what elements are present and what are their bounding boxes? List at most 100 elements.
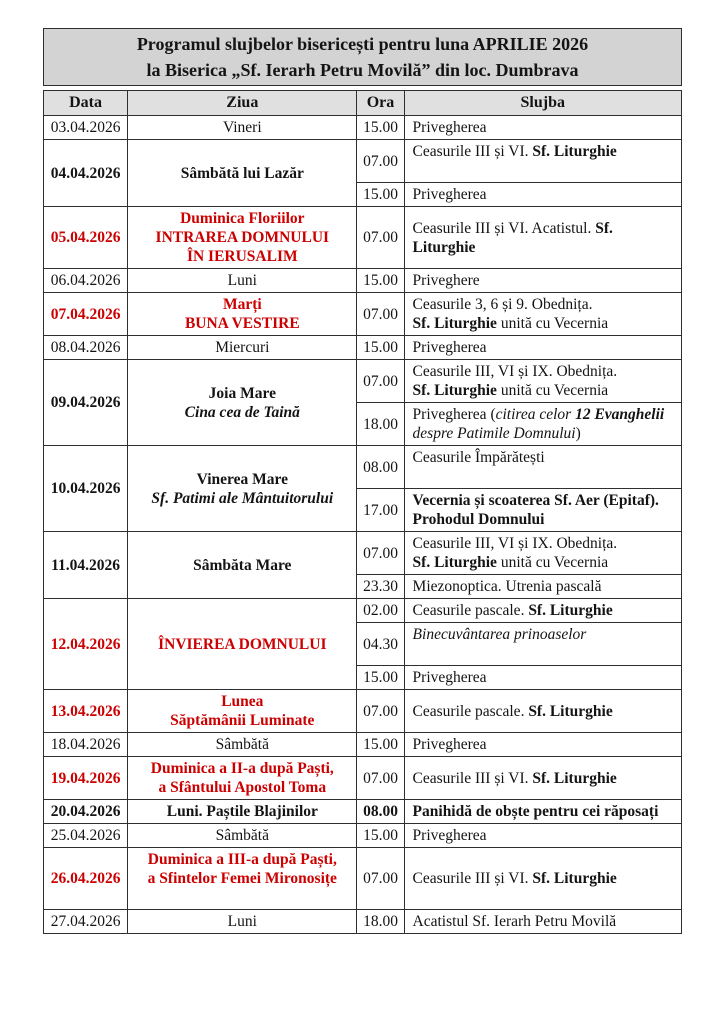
date-cell: 12.04.2026 xyxy=(42,598,129,690)
day-cell: Luni xyxy=(127,268,358,293)
table-row: 03.04.2026 Vineri 15.00 Privegherea xyxy=(42,115,683,140)
day-cell: Duminica Floriilor INTRAREA DOMNULUI ÎN IE… xyxy=(127,206,358,269)
day-cell: Lunea Săptămânii Luminate xyxy=(127,689,358,733)
column-header-data: Data xyxy=(42,90,129,116)
schedule-title: Programul slujbelor bisericești pentru l… xyxy=(43,28,682,86)
service-cell: Privegherea xyxy=(403,665,683,690)
day-cell: Sâmbăta Mare xyxy=(127,531,358,599)
day-cell: Sâmbătă xyxy=(127,732,358,757)
service-cell: Privegherea (citirea celor 12 Evanghelii… xyxy=(403,402,683,446)
table-row: 05.04.2026 Duminica Floriilor INTRAREA DOM… xyxy=(42,206,683,269)
time-cell: 17.00 xyxy=(356,488,405,532)
time-cell: 18.00 xyxy=(356,909,405,934)
date-cell: 06.04.2026 xyxy=(42,268,129,293)
service-cell: Privegherea xyxy=(403,115,683,140)
table-row: 15.00 Privegherea xyxy=(44,182,683,207)
table-row: 19.04.2026 Duminica a II-a după Paști, a S… xyxy=(42,756,683,800)
service-cell: Privegherea xyxy=(403,732,683,757)
day-cell: Duminica a III-a după Paști, a Sfintelor … xyxy=(127,847,358,910)
service-cell: Ceasurile III, VI și IX. Obednița. Sf. Li… xyxy=(403,531,683,575)
time-cell: 15.00 xyxy=(356,665,405,690)
time-cell: 15.00 xyxy=(356,268,405,293)
time-cell: 15.00 xyxy=(356,335,405,360)
date-cell: 13.04.2026 xyxy=(42,689,129,733)
day-cell: Vineri xyxy=(127,115,358,140)
service-cell: Priveghere xyxy=(403,268,683,293)
table-row: 26.04.2026 Duminica a III-a după Paști, a … xyxy=(42,847,683,910)
table-row: 04.04.2026 Sâmbătă lui Lazăr 07.00 Ceasuril… xyxy=(42,139,683,207)
time-cell: 15.00 xyxy=(356,823,405,848)
column-header-ziua: Ziua xyxy=(127,90,358,116)
title-line-2: la Biserica „Sf. Ierarh Petru Movilă” di… xyxy=(146,60,579,80)
day-cell: Marți BUNA VESTIRE xyxy=(127,292,358,336)
table-row: 12.04.2026 ÎNVIEREA DOMNULUI 02.00 Ceasuril… xyxy=(42,598,683,690)
time-cell: 07.00 xyxy=(356,689,405,733)
service-cell: Ceasurile pascale. Sf. Liturghie xyxy=(403,598,683,623)
service-cell: Ceasurile III, VI și IX. Obednița. Sf. Li… xyxy=(403,359,683,403)
service-cell: Acatistul Sf. Ierarh Petru Movilă xyxy=(403,909,683,934)
time-cell: 07.00 xyxy=(356,756,405,800)
table-row: 17.00 Vecernia și scoaterea Sf. Aer (Epit… xyxy=(44,488,683,532)
service-cell: Vecernia și scoaterea Sf. Aer (Epitaf). P… xyxy=(403,488,683,532)
table-row: 18.04.2026 Sâmbătă 15.00 Privegherea xyxy=(42,732,683,757)
table-row: 08.04.2026 Miercuri 15.00 Privegherea xyxy=(42,335,683,360)
table-row: 06.04.2026 Luni 15.00 Priveghere xyxy=(42,268,683,293)
table-row: 18.00 Privegherea (citirea celor 12 Evang… xyxy=(44,402,683,446)
date-cell: 18.04.2026 xyxy=(42,732,129,757)
service-cell: Ceasurile pascale. Sf. Liturghie xyxy=(403,689,683,733)
table-row: 27.04.2026 Luni 18.00 Acatistul Sf. Ierarh … xyxy=(42,909,683,934)
table-row: 20.04.2026 Luni. Paștile Blajinilor 08.00 P… xyxy=(42,799,683,824)
service-cell: Ceasurile III și VI. Sf. Liturghie xyxy=(403,139,683,183)
date-cell: 03.04.2026 xyxy=(42,115,129,140)
service-cell: Ceasurile III și VI. Sf. Liturghie xyxy=(403,847,683,910)
date-cell: 27.04.2026 xyxy=(42,909,129,934)
time-cell: 07.00 xyxy=(356,292,405,336)
table-row: 23.30 Miezonoptica. Utrenia pascală xyxy=(44,574,683,599)
time-cell: 07.00 xyxy=(356,206,405,269)
service-cell: Privegherea xyxy=(403,823,683,848)
date-cell: 19.04.2026 xyxy=(42,756,129,800)
date-cell: 20.04.2026 xyxy=(42,799,129,824)
day-cell: Sâmbătă xyxy=(127,823,358,848)
time-cell: 15.00 xyxy=(356,115,405,140)
service-cell: Miezonoptica. Utrenia pascală xyxy=(403,574,683,599)
title-line-1: Programul slujbelor bisericești pentru l… xyxy=(136,34,589,54)
time-cell: 07.00 xyxy=(356,847,405,910)
table-row: 25.04.2026 Sâmbătă 15.00 Privegherea xyxy=(42,823,683,848)
table-header-row: Data Ziua Ora Slujba xyxy=(42,90,683,116)
day-cell: Vinerea Mare Sf. Patimi ale Mântuitorului xyxy=(127,445,358,532)
date-cell: 05.04.2026 xyxy=(42,206,129,269)
service-cell: Ceasurile III și VI. Acatistul. Sf. Litu… xyxy=(403,206,683,269)
time-cell: 15.00 xyxy=(356,182,405,207)
time-cell: 15.00 xyxy=(356,732,405,757)
time-cell: 08.00 xyxy=(356,445,405,489)
time-cell: 07.00 xyxy=(356,139,405,183)
day-cell: Miercuri xyxy=(127,335,358,360)
day-cell: Sâmbătă lui Lazăr xyxy=(127,139,358,207)
day-cell: Duminica a II-a după Paști, a Sfântului A… xyxy=(127,756,358,800)
day-cell: ÎNVIEREA DOMNULUI xyxy=(127,598,358,690)
time-cell: 23.30 xyxy=(356,574,405,599)
date-cell: 08.04.2026 xyxy=(42,335,129,360)
schedule-body: 03.04.2026 Vineri 15.00 Privegherea 04.04.20… xyxy=(42,115,683,934)
date-cell: 25.04.2026 xyxy=(42,823,129,848)
table-row: 15.00 Privegherea xyxy=(44,665,683,690)
service-cell: Ceasurile Împărătești xyxy=(403,445,683,489)
schedule-content: Programul slujbelor bisericești pentru l… xyxy=(42,28,683,934)
day-cell: Luni xyxy=(127,909,358,934)
date-cell: 04.04.2026 xyxy=(42,139,129,207)
date-cell: 09.04.2026 xyxy=(42,359,129,446)
time-cell: 04.30 xyxy=(356,622,405,666)
day-cell: Joia Mare Cina cea de Taină xyxy=(127,359,358,446)
day-cell: Luni. Paștile Blajinilor xyxy=(127,799,358,824)
table-row: 09.04.2026 Joia Mare Cina cea de Taină 07.0… xyxy=(42,359,683,446)
service-cell: Ceasurile III și VI. Sf. Liturghie xyxy=(403,756,683,800)
time-cell: 18.00 xyxy=(356,402,405,446)
column-header-slujba: Slujba xyxy=(403,90,683,116)
service-cell: Ceasurile 3, 6 și 9. Obednița. Sf. Liturg… xyxy=(403,292,683,336)
column-header-ora: Ora xyxy=(356,90,405,116)
date-cell: 10.04.2026 xyxy=(42,445,129,532)
service-cell: Privegherea xyxy=(403,335,683,360)
table-row: 07.04.2026 Marți BUNA VESTIRE 07.00 Ceasuril… xyxy=(42,292,683,336)
